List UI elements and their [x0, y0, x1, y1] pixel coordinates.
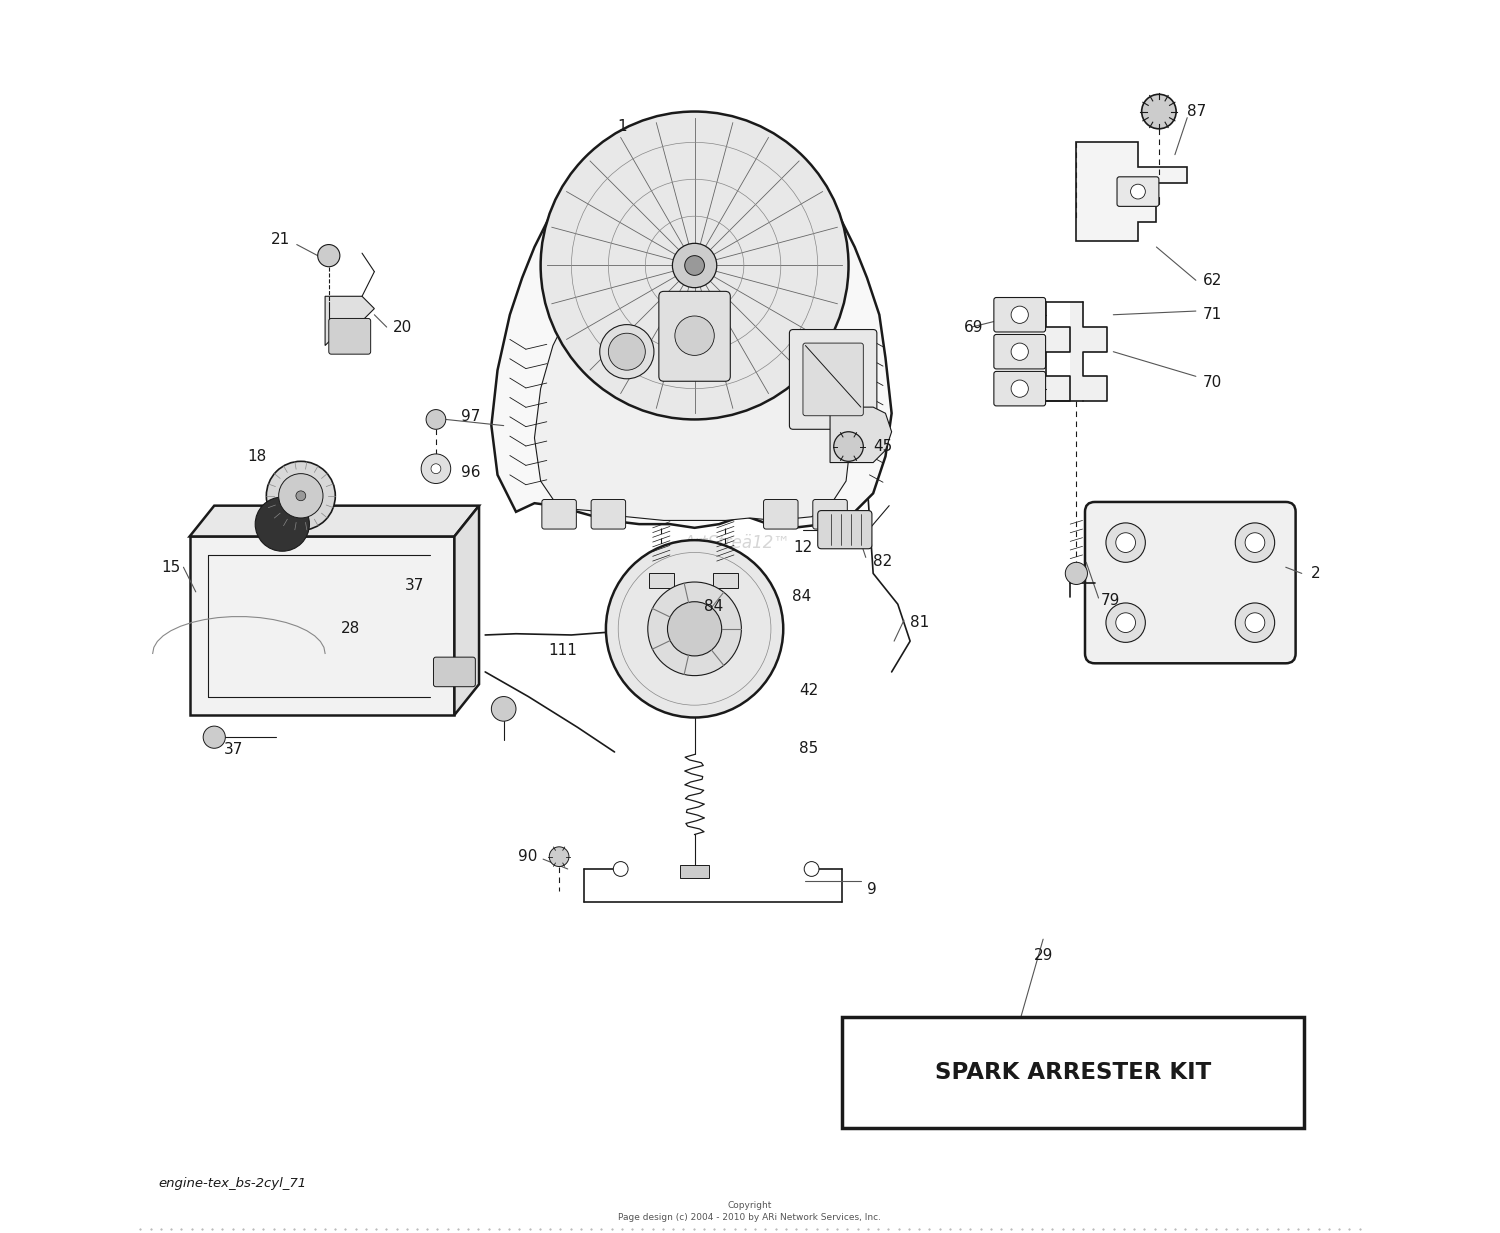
Text: 18: 18	[248, 449, 267, 464]
Text: 42: 42	[800, 683, 819, 698]
FancyBboxPatch shape	[591, 499, 626, 529]
FancyBboxPatch shape	[542, 499, 576, 529]
Text: Page design (c) 2004 - 2010 by ARi Network Services, Inc.: Page design (c) 2004 - 2010 by ARi Netwo…	[618, 1213, 882, 1222]
FancyBboxPatch shape	[843, 1017, 1304, 1128]
Text: 79: 79	[1101, 593, 1120, 608]
Circle shape	[1142, 94, 1176, 128]
Circle shape	[1236, 523, 1275, 562]
Circle shape	[834, 432, 864, 461]
Circle shape	[684, 255, 705, 275]
Circle shape	[614, 862, 628, 877]
FancyBboxPatch shape	[994, 371, 1045, 406]
Text: 111: 111	[549, 644, 578, 658]
Polygon shape	[326, 296, 375, 345]
Circle shape	[318, 244, 340, 266]
Text: 81: 81	[910, 615, 930, 630]
Polygon shape	[492, 142, 891, 528]
Circle shape	[609, 333, 645, 370]
Polygon shape	[830, 407, 891, 462]
FancyBboxPatch shape	[994, 297, 1045, 332]
Circle shape	[279, 473, 322, 518]
Circle shape	[804, 862, 819, 877]
Circle shape	[668, 602, 722, 656]
Circle shape	[1245, 533, 1264, 552]
Polygon shape	[454, 506, 478, 715]
Circle shape	[1236, 603, 1275, 642]
Circle shape	[1245, 613, 1264, 633]
Text: SPARK ARRESTER KIT: SPARK ARRESTER KIT	[934, 1060, 1212, 1084]
Circle shape	[255, 497, 309, 551]
Circle shape	[202, 726, 225, 748]
Circle shape	[1011, 343, 1029, 360]
FancyBboxPatch shape	[433, 657, 476, 687]
Circle shape	[1106, 603, 1146, 642]
Text: 87: 87	[1186, 104, 1206, 120]
Circle shape	[1131, 184, 1146, 199]
Bar	[650, 573, 674, 588]
FancyBboxPatch shape	[813, 499, 847, 529]
Circle shape	[606, 540, 783, 718]
Text: 37: 37	[405, 578, 424, 593]
Circle shape	[1106, 523, 1146, 562]
FancyBboxPatch shape	[818, 510, 872, 549]
Polygon shape	[534, 271, 850, 520]
Circle shape	[267, 461, 336, 530]
Text: Copyright: Copyright	[728, 1201, 772, 1210]
Text: 28: 28	[340, 621, 360, 636]
Text: 2: 2	[1311, 566, 1320, 581]
Text: 82: 82	[873, 554, 892, 568]
Bar	[712, 573, 738, 588]
Text: 85: 85	[800, 741, 819, 756]
Text: 62: 62	[1203, 272, 1222, 287]
Text: 90: 90	[518, 850, 537, 864]
Circle shape	[1011, 306, 1029, 323]
Text: 29: 29	[1034, 948, 1053, 963]
Circle shape	[675, 316, 714, 355]
Text: 12: 12	[794, 540, 813, 555]
Polygon shape	[1046, 302, 1107, 401]
Circle shape	[1065, 562, 1088, 584]
Circle shape	[430, 464, 441, 473]
Circle shape	[672, 243, 717, 287]
Text: 15: 15	[162, 560, 182, 575]
Circle shape	[426, 409, 445, 429]
FancyBboxPatch shape	[1084, 502, 1296, 663]
FancyBboxPatch shape	[994, 334, 1045, 369]
Text: 9: 9	[867, 883, 877, 898]
Text: 84: 84	[704, 599, 723, 614]
FancyBboxPatch shape	[328, 318, 370, 354]
Circle shape	[422, 454, 450, 483]
FancyBboxPatch shape	[1118, 176, 1160, 206]
Text: ArtStreä12™: ArtStreä12™	[684, 534, 790, 551]
Text: 97: 97	[460, 409, 480, 424]
Text: 20: 20	[393, 319, 412, 334]
FancyBboxPatch shape	[764, 499, 798, 529]
Text: 21: 21	[272, 232, 291, 247]
Polygon shape	[1077, 142, 1186, 240]
Polygon shape	[189, 506, 478, 536]
Circle shape	[296, 491, 306, 501]
Circle shape	[1011, 380, 1029, 397]
Bar	[680, 866, 710, 878]
Text: 71: 71	[1203, 307, 1222, 322]
Circle shape	[492, 697, 516, 721]
Text: engine-tex_bs-2cyl_71: engine-tex_bs-2cyl_71	[159, 1176, 308, 1190]
FancyBboxPatch shape	[789, 329, 877, 429]
Circle shape	[600, 324, 654, 379]
FancyBboxPatch shape	[658, 291, 730, 381]
Circle shape	[549, 847, 568, 867]
Polygon shape	[189, 536, 454, 715]
Text: 69: 69	[964, 319, 984, 334]
Circle shape	[1116, 613, 1136, 633]
Text: 37: 37	[224, 742, 243, 757]
Circle shape	[648, 582, 741, 676]
Text: 84: 84	[792, 589, 812, 604]
Circle shape	[1116, 533, 1136, 552]
Text: 70: 70	[1203, 375, 1222, 390]
Text: 45: 45	[873, 439, 892, 454]
Circle shape	[540, 111, 849, 419]
FancyBboxPatch shape	[802, 343, 864, 416]
Text: 1: 1	[616, 118, 627, 134]
Text: 96: 96	[460, 465, 480, 480]
